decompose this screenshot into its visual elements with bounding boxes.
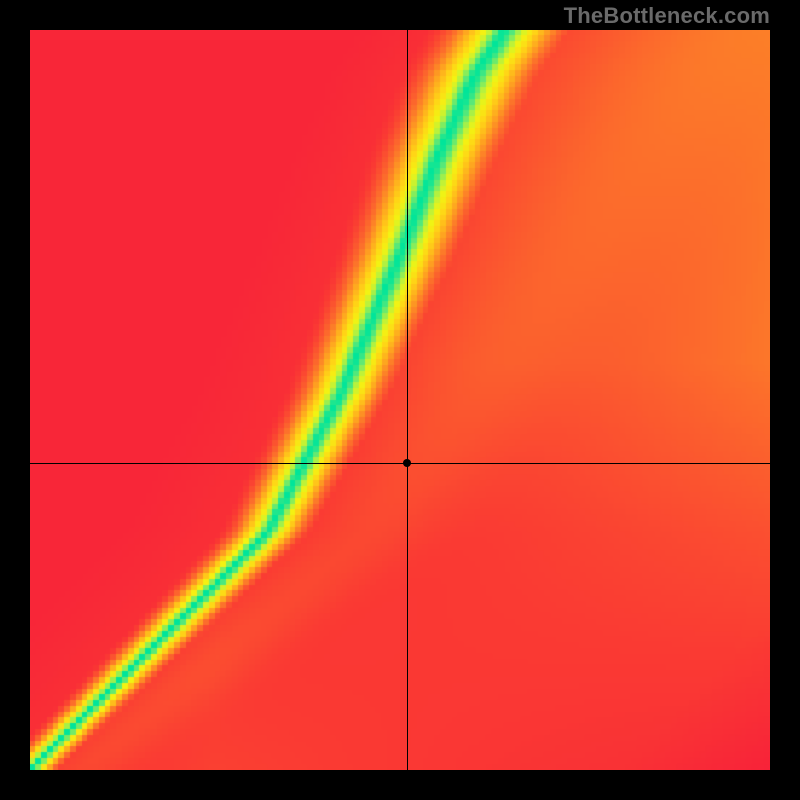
heatmap-plot xyxy=(30,30,770,770)
watermark-label: TheBottleneck.com xyxy=(564,3,770,29)
heatmap-canvas xyxy=(30,30,770,770)
chart-container: TheBottleneck.com xyxy=(0,0,800,800)
crosshair-point xyxy=(403,459,411,467)
